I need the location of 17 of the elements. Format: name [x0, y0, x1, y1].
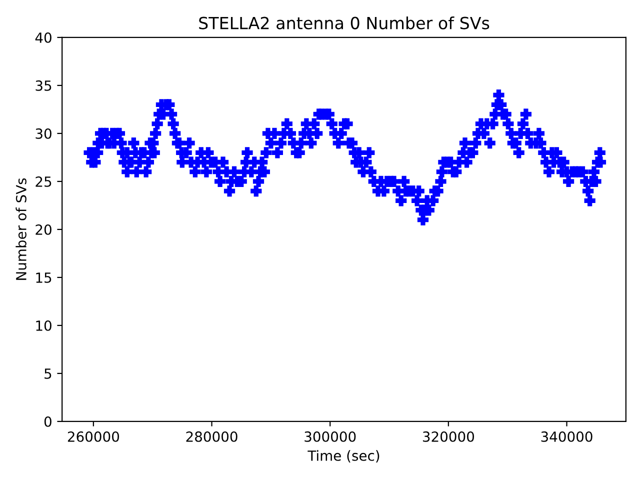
- y-tick-label: 35: [36, 80, 52, 91]
- x-tick-label: 300000: [304, 431, 356, 442]
- y-tick-label: 30: [36, 128, 52, 139]
- y-tick-label: 0: [44, 416, 52, 427]
- y-tick-label: 40: [35, 32, 52, 43]
- y-tick-label: 15: [36, 272, 52, 283]
- y-axis-title: Number of SVs: [16, 178, 26, 280]
- y-tick-label: 25: [36, 176, 52, 187]
- y-tick-label: 5: [44, 368, 52, 379]
- x-tick-label: 280000: [186, 431, 238, 442]
- x-axis-title: Time (sec): [308, 450, 380, 463]
- x-tick-label: 340000: [541, 431, 592, 442]
- y-tick-label: 10: [36, 320, 52, 331]
- y-tick-label: 20: [36, 224, 52, 235]
- x-tick-label: 260000: [68, 431, 120, 442]
- x-tick-label: 320000: [422, 431, 474, 442]
- chart-title: STELLA2 antenna 0 Number of SVs: [199, 16, 490, 30]
